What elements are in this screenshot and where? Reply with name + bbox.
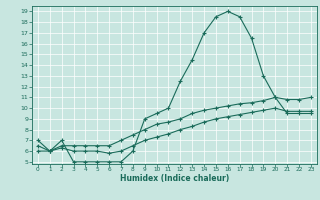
X-axis label: Humidex (Indice chaleur): Humidex (Indice chaleur) <box>120 174 229 183</box>
